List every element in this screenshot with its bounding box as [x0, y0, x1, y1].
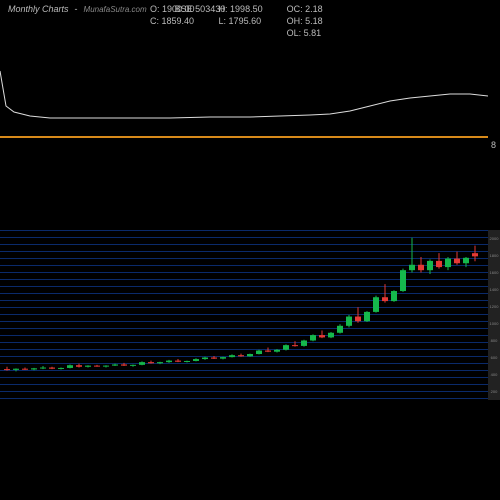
stat-low: L: 1795.60 — [219, 16, 263, 26]
candlestick-panel — [0, 230, 488, 400]
stat-close: C: 1859.40 — [150, 16, 195, 26]
site-name: MunafaSutra.com — [84, 5, 147, 14]
stat-open: O: 1900.00 — [150, 4, 195, 14]
stat-high: H: 1998.50 — [219, 4, 263, 14]
ohlc-stats: O: 1900.00 H: 1998.50 OC: 2.18 C: 1859.4… — [150, 4, 323, 38]
chart-title: Monthly Charts — [8, 4, 69, 14]
separator-line — [0, 136, 488, 138]
indicator-line-chart — [0, 36, 488, 136]
stat-oc: OC: 2.18 — [287, 4, 323, 14]
indicator-value: 8 — [491, 140, 496, 150]
stat-oh: OH: 5.18 — [287, 16, 323, 26]
y-axis-labels: 200018001600140012001000800600400200 — [488, 230, 500, 400]
separator: - — [75, 4, 78, 14]
candlestick-chart — [0, 230, 488, 400]
